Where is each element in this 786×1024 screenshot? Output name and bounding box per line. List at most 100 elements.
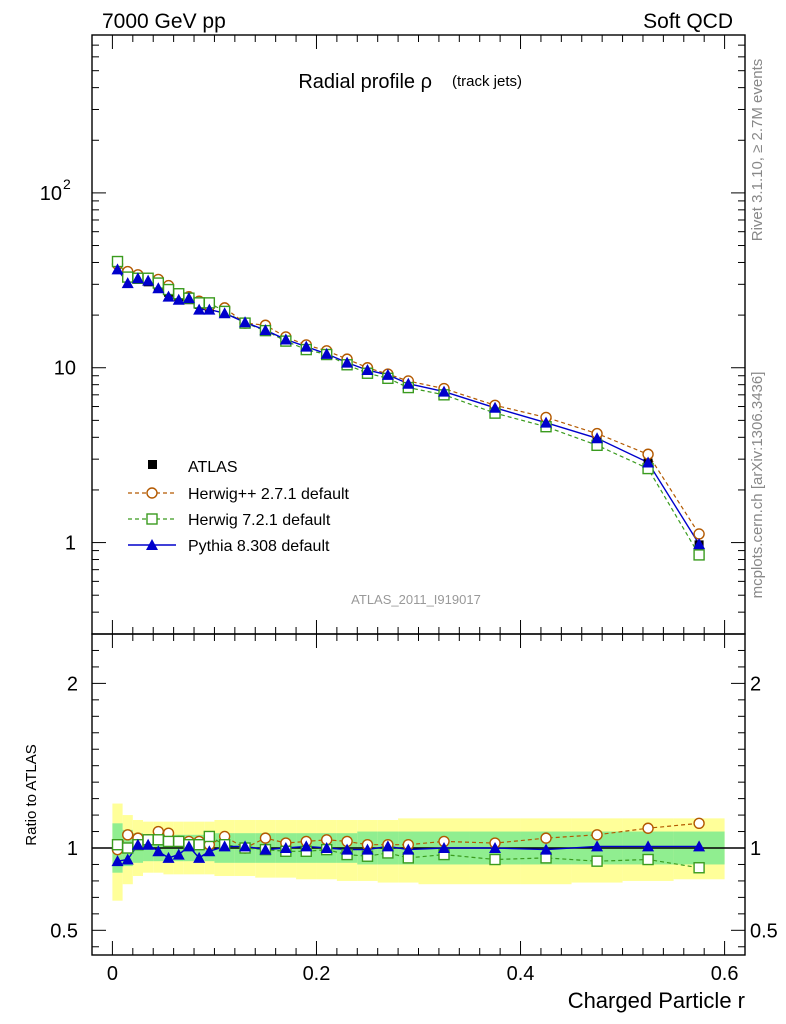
ratio-point-herwigpp bbox=[642, 822, 654, 834]
y-tick-exponent: 2 bbox=[63, 176, 71, 192]
ratio-point-herwig7 bbox=[693, 862, 705, 874]
ratio-point-pythia bbox=[381, 840, 394, 852]
ratio-y-tick-label: 1 bbox=[67, 838, 78, 860]
ratio-point-herwigpp bbox=[259, 832, 272, 844]
top-point-pythia bbox=[162, 290, 175, 302]
ratio-point-pythia bbox=[193, 851, 206, 863]
x-tick-label: 0.6 bbox=[711, 963, 739, 985]
ratio-point-pythia bbox=[642, 840, 655, 852]
plot-subtitle: (track jets) bbox=[452, 73, 522, 90]
ratio-point-herwig7 bbox=[173, 835, 185, 848]
ratio-point-herwig7 bbox=[193, 839, 205, 851]
legend-label-herwigpp: Herwig++ 2.7.1 default bbox=[188, 486, 350, 503]
ratio-point-pythia bbox=[320, 842, 333, 853]
top-point-pythia bbox=[279, 333, 292, 345]
top-point-pythia bbox=[642, 456, 655, 468]
ratio-point-pythia bbox=[239, 840, 252, 852]
ratio-point-pythia bbox=[203, 845, 216, 857]
x-tick-label: 0 bbox=[107, 963, 118, 985]
ratio-point-pythia bbox=[218, 840, 231, 852]
ratio-point-herwigpp bbox=[540, 832, 552, 844]
y-tick-label: 1 bbox=[65, 533, 76, 555]
legend-label-atlas: ATLAS bbox=[188, 459, 238, 476]
top-point-pythia bbox=[152, 282, 165, 294]
ratio-point-herwigpp bbox=[122, 829, 134, 841]
top-point-pythia bbox=[131, 272, 144, 284]
top-point-pythia bbox=[142, 274, 155, 286]
ratio-point-pythia bbox=[111, 855, 124, 867]
ratio-point-pythia bbox=[361, 843, 374, 855]
legend-label-pythia: Pythia 8.308 default bbox=[188, 538, 330, 555]
top-point-pythia bbox=[540, 416, 553, 428]
top-point-herwig7 bbox=[693, 549, 705, 561]
plot-title: Radial profile ρ bbox=[298, 71, 432, 93]
x-tick-label: 0.2 bbox=[303, 963, 331, 985]
ratio-point-herwig7 bbox=[203, 830, 216, 843]
ratio-point-herwig7 bbox=[489, 853, 501, 866]
ratio-frame bbox=[91, 633, 746, 956]
ratio-point-herwig7 bbox=[111, 839, 124, 851]
ratio-point-pythia bbox=[540, 843, 553, 855]
top-point-pythia bbox=[172, 293, 185, 305]
x-axis-label: Charged Particle r bbox=[568, 988, 745, 1013]
ratio-point-pythia bbox=[121, 853, 134, 865]
header-energy: 7000 GeV pp bbox=[102, 10, 226, 33]
ratio-point-herwig7 bbox=[591, 855, 603, 867]
top-point-pythia bbox=[591, 432, 604, 444]
ratio-point-herwigpp bbox=[693, 817, 705, 830]
top-point-pythia bbox=[193, 303, 206, 315]
ratio-point-pythia bbox=[438, 842, 451, 853]
ratio-y-tick-label-right: 2 bbox=[750, 673, 761, 695]
top-point-pythia bbox=[489, 401, 502, 413]
ratio-point-pythia bbox=[489, 842, 502, 853]
ratio-point-pythia bbox=[259, 843, 272, 855]
top-point-pythia bbox=[438, 385, 451, 397]
legend-marker-herwigpp bbox=[146, 487, 158, 499]
header-category: Soft QCD bbox=[643, 10, 733, 33]
top-point-pythia bbox=[121, 277, 134, 289]
ratio-axis-label: Ratio to ATLAS bbox=[23, 744, 40, 845]
top-line-herwigpp bbox=[117, 263, 700, 535]
ratio-point-pythia bbox=[172, 848, 185, 860]
ratio-point-pythia bbox=[341, 843, 354, 855]
legend-marker-pythia bbox=[146, 539, 158, 550]
ratio-point-herwig7 bbox=[152, 834, 165, 846]
ratio-y-tick-label-right: 1 bbox=[750, 838, 761, 860]
ratio-point-pythia bbox=[131, 838, 144, 850]
ratio-point-pythia bbox=[279, 842, 292, 853]
top-point-pythia bbox=[381, 368, 394, 380]
top-point-pythia bbox=[111, 263, 124, 275]
ratio-point-pythia bbox=[300, 840, 313, 852]
top-point-herwigpp bbox=[693, 528, 705, 540]
ratio-point-pythia bbox=[402, 843, 415, 855]
top-point-pythia bbox=[259, 324, 272, 336]
ratio-point-pythia bbox=[693, 840, 706, 852]
top-point-pythia bbox=[203, 303, 216, 315]
top-point-pythia bbox=[239, 316, 252, 328]
legend-marker-atlas bbox=[148, 460, 157, 469]
y-tick-label: 10 bbox=[54, 358, 76, 380]
ratio-point-pythia bbox=[182, 840, 195, 852]
top-point-pythia bbox=[402, 377, 415, 389]
legend-label-herwig7: Herwig 7.2.1 default bbox=[188, 512, 331, 529]
ratio-y-tick-label: 0.5 bbox=[50, 920, 78, 942]
analysis-label: ATLAS_2011_I919017 bbox=[351, 592, 481, 607]
top-point-pythia bbox=[693, 538, 706, 550]
ratio-point-herwig7 bbox=[642, 853, 654, 866]
top-point-pythia bbox=[341, 356, 354, 368]
top-point-pythia bbox=[218, 307, 231, 319]
y-tick-label: 10 bbox=[40, 183, 62, 205]
top-point-pythia bbox=[320, 347, 333, 359]
ratio-point-pythia bbox=[162, 851, 175, 863]
rivet-label: Rivet 3.1.10, ≥ 2.7M events bbox=[749, 59, 766, 242]
ratio-point-pythia bbox=[142, 838, 155, 850]
x-tick-label: 0.4 bbox=[507, 963, 535, 985]
ratio-y-tick-label: 2 bbox=[67, 673, 78, 695]
top-point-pythia bbox=[182, 292, 195, 304]
legend-marker-herwig7 bbox=[146, 513, 158, 525]
ratio-line-herwigpp bbox=[117, 822, 700, 850]
ratio-point-herwigpp bbox=[591, 829, 603, 841]
ratio-point-pythia bbox=[591, 840, 604, 852]
source-label: mcplots.cern.ch [arXiv:1306.3436] bbox=[749, 372, 766, 599]
